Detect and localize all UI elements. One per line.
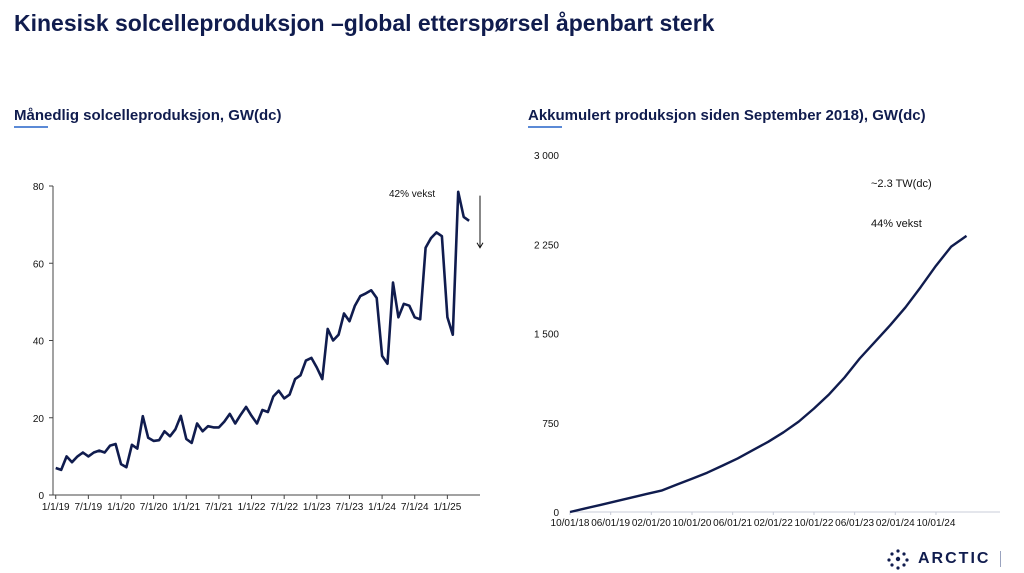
- y-tick-label: 0: [38, 491, 44, 502]
- y-tick-label: 1 500: [534, 330, 559, 341]
- x-tick-label: 10/01/18: [551, 518, 590, 529]
- x-tick-label: 02/01/22: [754, 518, 793, 529]
- x-tick-label: 10/01/20: [673, 518, 712, 529]
- title-accent-line: [528, 126, 562, 128]
- x-tick-label: 7/1/24: [401, 502, 429, 513]
- monthly-production-line: [55, 190, 470, 472]
- y-tick-label: 20: [33, 414, 45, 425]
- y-tick-label: 2 250: [534, 240, 559, 251]
- growth-annotation: 44% vekst: [871, 218, 922, 230]
- x-tick-label: 1/1/23: [303, 502, 331, 513]
- x-tick-label: 10/01/22: [795, 518, 834, 529]
- x-tick-label: 7/1/20: [140, 502, 168, 513]
- x-tick-label: 10/01/24: [916, 518, 955, 529]
- monthly-chart-title: Månedlig solcelleproduksjon, GW(dc): [14, 107, 282, 124]
- x-tick-label: 06/01/23: [835, 518, 874, 529]
- y-tick-label: 3 000: [534, 151, 559, 162]
- brand-logo: ARCTIC: [886, 548, 1002, 570]
- cumulative-chart-title: Akkumulert produksjon siden September 20…: [528, 107, 926, 124]
- x-tick-label: 7/1/19: [74, 502, 102, 513]
- y-tick-label: 60: [33, 259, 45, 270]
- brand-divider: [1000, 551, 1002, 567]
- page-title: Kinesisk solcelleproduksjon –global ette…: [14, 10, 715, 36]
- x-tick-label: 1/1/19: [42, 502, 70, 513]
- x-tick-label: 02/01/20: [632, 518, 671, 529]
- x-tick-label: 1/1/21: [172, 502, 200, 513]
- x-tick-label: 7/1/21: [205, 502, 233, 513]
- y-tick-label: 80: [33, 182, 45, 193]
- y-tick-label: 750: [542, 419, 559, 430]
- growth-arrow-head: [476, 242, 484, 249]
- x-tick-label: 7/1/23: [336, 502, 364, 513]
- x-tick-label: 06/01/21: [713, 518, 752, 529]
- monthly-production-chart: 0 20 40 60 80 1/1/19 7/1/19 1/1/20 7/1/20 1/1/21 7…: [33, 182, 484, 513]
- x-tick-label: 1/1/25: [433, 502, 461, 513]
- cumulative-production-line: [569, 234, 968, 514]
- x-tick-label: 7/1/22: [270, 502, 298, 513]
- y-tick-label: 40: [33, 337, 45, 348]
- title-accent-line: [14, 126, 48, 128]
- brand-name: ARCTIC: [918, 550, 991, 567]
- x-tick-label: 1/1/22: [238, 502, 266, 513]
- total-annotation: ~2.3 TW(dc): [871, 178, 932, 190]
- y-tick-label: 0: [553, 508, 559, 519]
- x-tick-label: 02/01/24: [876, 518, 915, 529]
- x-tick-label: 1/1/24: [368, 502, 396, 513]
- x-tick-label: 06/01/19: [591, 518, 630, 529]
- arctic-dot-logo-icon: [887, 549, 909, 570]
- x-tick-label: 1/1/20: [107, 502, 135, 513]
- growth-annotation: 42% vekst: [389, 189, 435, 200]
